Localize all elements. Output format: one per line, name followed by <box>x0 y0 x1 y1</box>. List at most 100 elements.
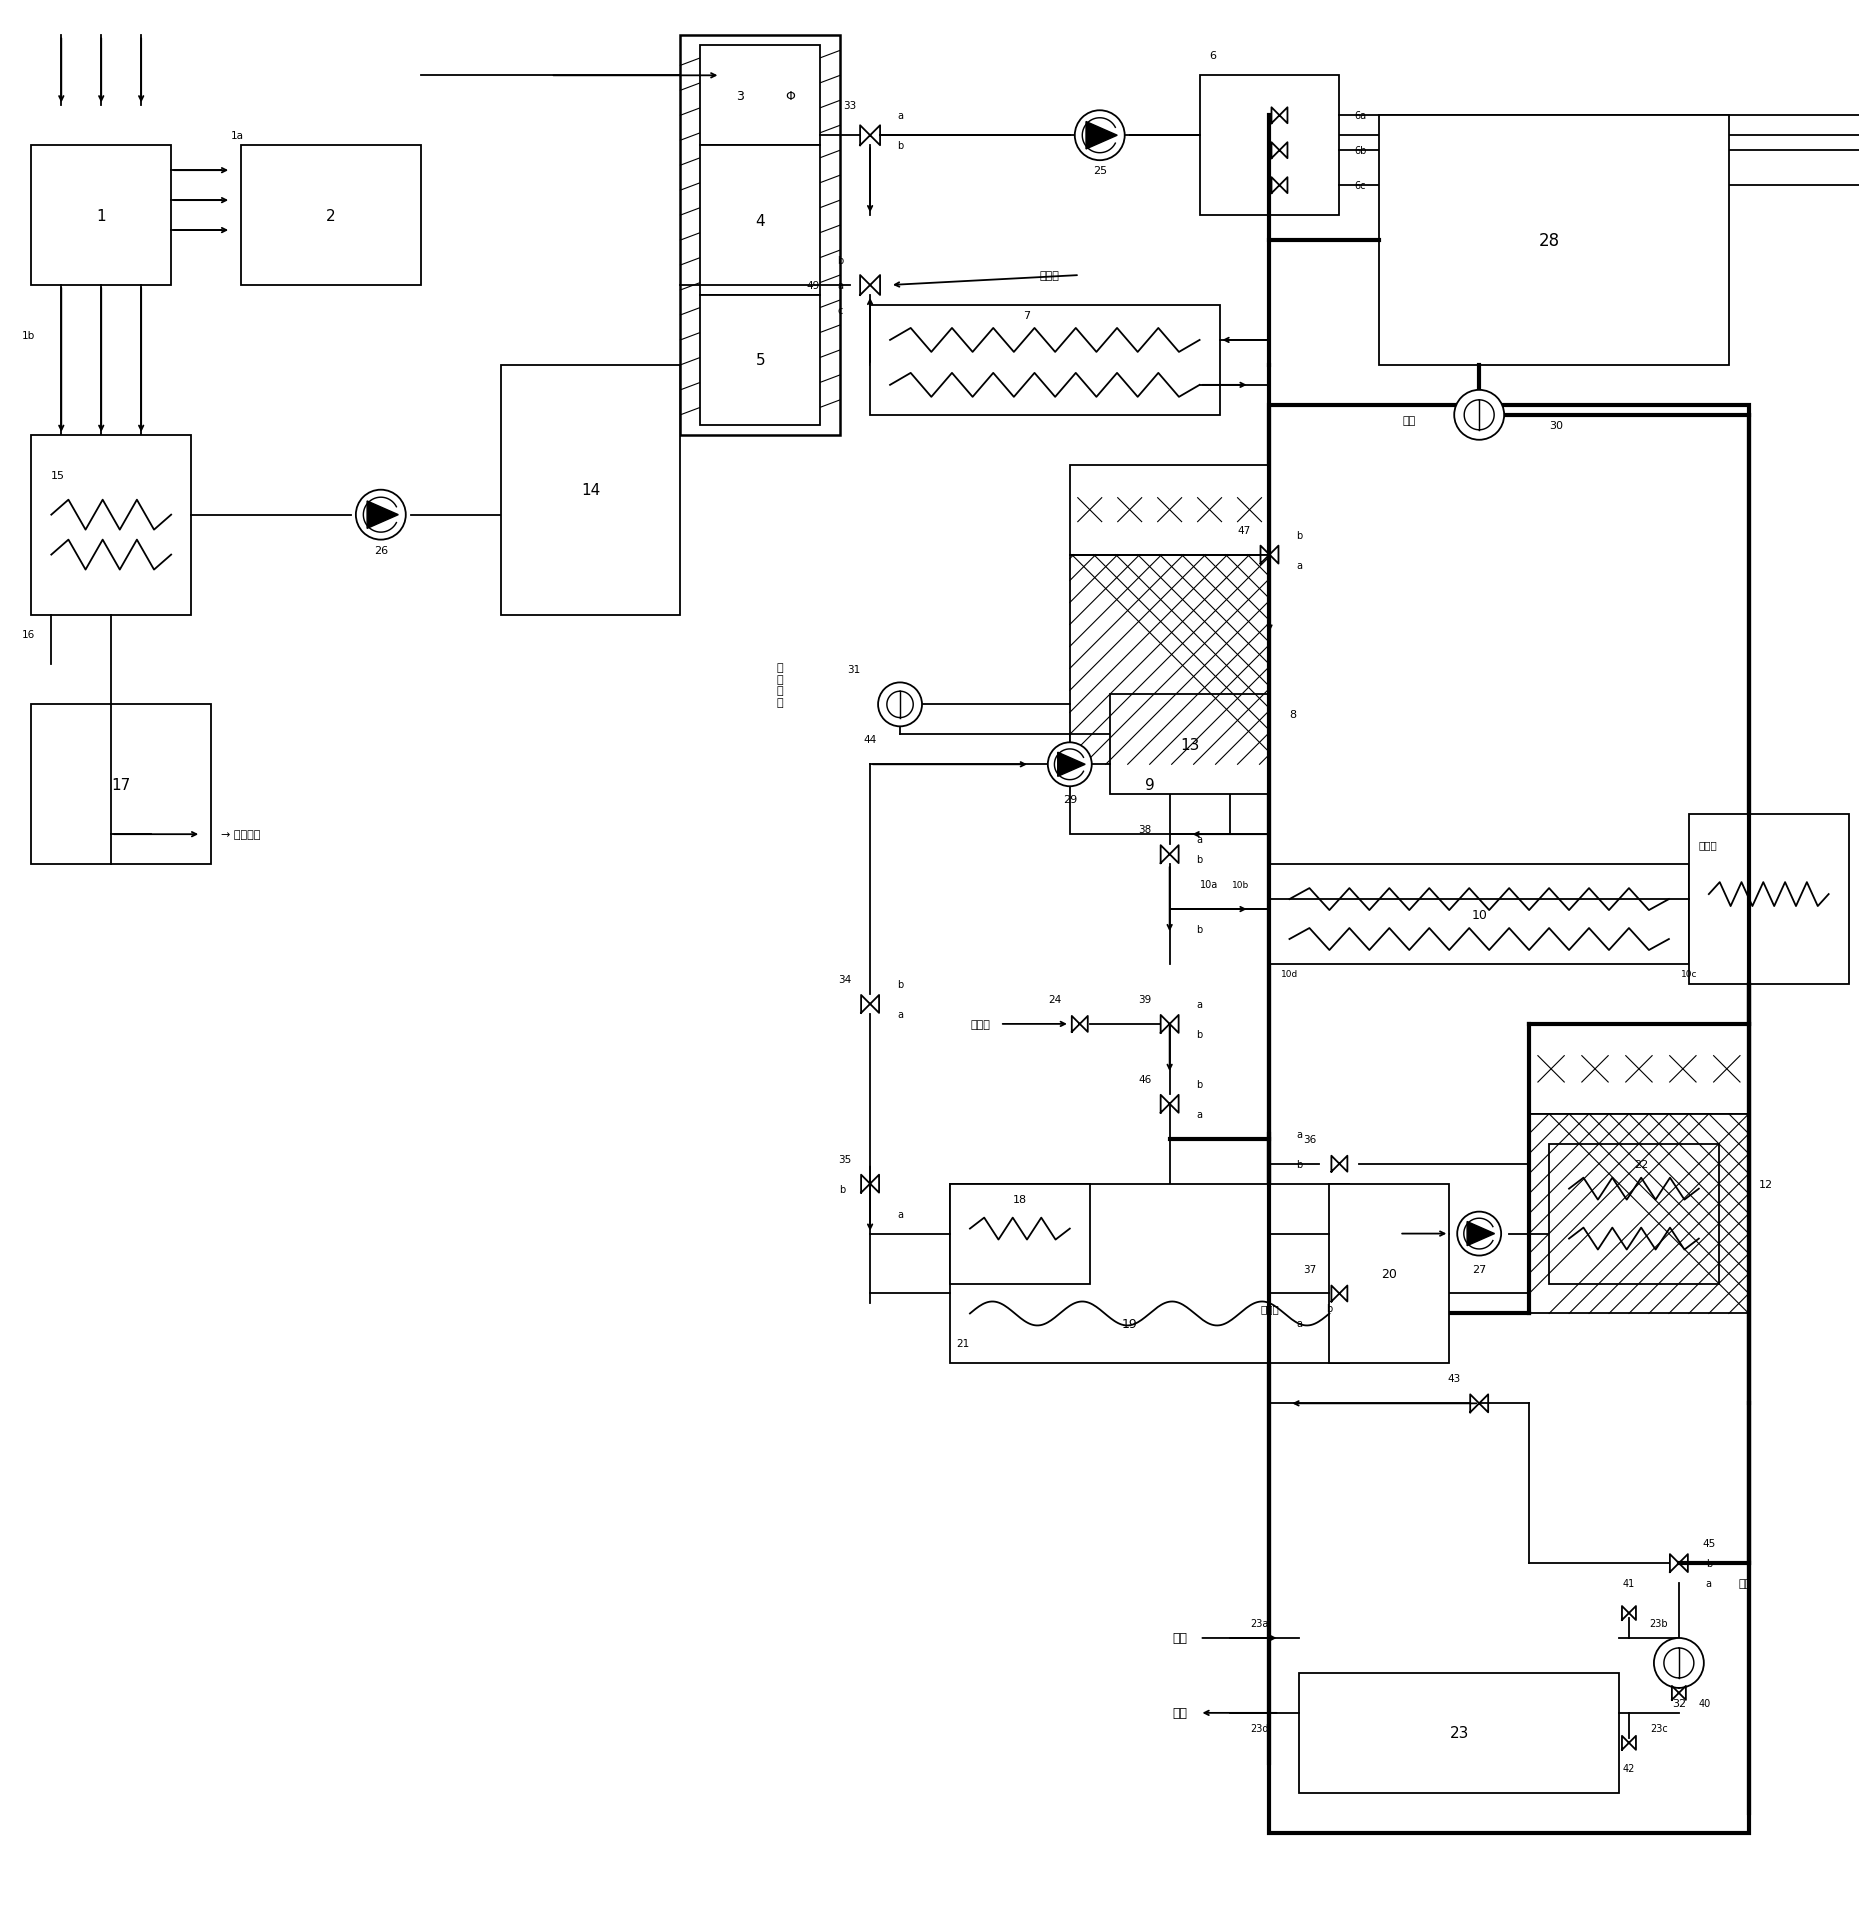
Text: 36: 36 <box>1302 1135 1317 1145</box>
Text: 10a: 10a <box>1200 880 1218 890</box>
Text: 43: 43 <box>1447 1374 1460 1384</box>
Text: 1: 1 <box>97 209 106 224</box>
Text: 19: 19 <box>1122 1317 1138 1330</box>
Text: a: a <box>1296 1129 1302 1139</box>
Bar <box>1330 1185 1449 1363</box>
Text: 38: 38 <box>1138 825 1151 835</box>
Text: a: a <box>897 1210 904 1219</box>
Text: b: b <box>897 980 904 990</box>
Text: 排风: 排风 <box>1172 1707 1187 1719</box>
Text: 1b: 1b <box>20 331 35 341</box>
Text: → 电能输出: → 电能输出 <box>221 831 260 840</box>
Circle shape <box>1047 743 1092 787</box>
Text: 23a: 23a <box>1250 1617 1269 1629</box>
Text: 29: 29 <box>1062 794 1077 804</box>
Text: 补充水: 补充水 <box>1040 272 1060 281</box>
Text: 12: 12 <box>1760 1179 1773 1189</box>
Text: a: a <box>1196 1110 1203 1120</box>
Bar <box>950 1185 1348 1363</box>
Text: 40: 40 <box>1698 1698 1711 1707</box>
Text: 送风: 送风 <box>1739 1579 1752 1589</box>
Text: 42: 42 <box>1622 1763 1635 1772</box>
Text: 15: 15 <box>52 471 65 480</box>
Text: 7: 7 <box>1023 310 1030 322</box>
Bar <box>950 1185 1090 1284</box>
Text: 26: 26 <box>374 545 389 555</box>
Bar <box>32 436 192 614</box>
Text: 冷却水: 冷却水 <box>1698 840 1717 850</box>
Text: 22: 22 <box>1633 1160 1648 1169</box>
Bar <box>242 145 420 285</box>
Bar <box>1270 406 1748 1834</box>
Circle shape <box>1654 1638 1704 1688</box>
Text: 6: 6 <box>1209 52 1216 61</box>
Text: 23c: 23c <box>1650 1723 1668 1732</box>
Text: 49: 49 <box>807 281 820 291</box>
Text: 10: 10 <box>1471 907 1488 921</box>
Text: 9: 9 <box>1144 777 1155 792</box>
Bar <box>1549 1145 1719 1284</box>
Text: 24: 24 <box>1049 995 1062 1005</box>
Text: 23d: 23d <box>1250 1723 1269 1732</box>
Text: 44: 44 <box>863 735 876 745</box>
Bar <box>500 366 681 614</box>
Bar <box>1070 735 1229 835</box>
Text: b: b <box>1196 1079 1203 1089</box>
Text: 33: 33 <box>843 101 857 111</box>
Text: a: a <box>837 281 843 291</box>
Text: 3: 3 <box>737 90 744 103</box>
Text: 21: 21 <box>956 1338 969 1349</box>
Bar <box>1689 815 1849 984</box>
Text: 6b: 6b <box>1354 145 1367 157</box>
Text: 45: 45 <box>1702 1539 1715 1548</box>
Text: 35: 35 <box>839 1154 852 1164</box>
Text: b: b <box>837 256 843 266</box>
Text: 41: 41 <box>1622 1579 1635 1589</box>
Bar <box>701 145 820 297</box>
Text: 10d: 10d <box>1282 970 1298 978</box>
Polygon shape <box>366 501 398 528</box>
Text: b: b <box>1706 1558 1711 1568</box>
Bar <box>1300 1673 1618 1793</box>
Text: 23b: 23b <box>1650 1617 1668 1629</box>
Bar <box>870 306 1220 415</box>
Text: 6c: 6c <box>1354 182 1365 191</box>
Text: a: a <box>1196 835 1203 844</box>
Text: 46: 46 <box>1138 1074 1151 1083</box>
Text: 47: 47 <box>1239 524 1252 536</box>
Polygon shape <box>1058 752 1084 777</box>
Text: 1a: 1a <box>231 132 244 142</box>
Text: b: b <box>839 1185 844 1194</box>
Text: 6a: 6a <box>1354 111 1367 121</box>
Text: 14: 14 <box>580 482 601 498</box>
Text: a: a <box>1296 561 1302 570</box>
Text: a: a <box>1706 1579 1711 1589</box>
Text: 18: 18 <box>1014 1194 1027 1204</box>
Text: 2: 2 <box>326 209 335 224</box>
Text: c: c <box>837 306 843 316</box>
Text: 新风: 新风 <box>1172 1631 1187 1644</box>
Text: b: b <box>1196 856 1203 865</box>
Text: 冷却水: 冷却水 <box>1261 1303 1280 1313</box>
Text: 31: 31 <box>846 664 859 676</box>
Polygon shape <box>1468 1221 1495 1246</box>
Text: 28: 28 <box>1538 232 1561 251</box>
Text: b: b <box>1296 1160 1302 1169</box>
Circle shape <box>1456 1212 1501 1256</box>
Text: a: a <box>897 1009 904 1020</box>
Bar <box>1070 465 1270 555</box>
Circle shape <box>1075 111 1125 161</box>
Text: 补充水: 补充水 <box>971 1020 990 1030</box>
Bar <box>1529 1114 1748 1313</box>
Bar <box>32 704 210 865</box>
Bar <box>1270 865 1689 965</box>
Bar <box>1070 555 1270 766</box>
Text: Φ: Φ <box>785 90 794 103</box>
Text: a: a <box>897 111 904 121</box>
Text: 10b: 10b <box>1233 880 1250 890</box>
Text: b: b <box>1196 924 1203 934</box>
Text: 25: 25 <box>1092 167 1107 176</box>
Text: 16: 16 <box>20 630 35 639</box>
Text: 13: 13 <box>1179 737 1200 752</box>
Text: b: b <box>1196 1030 1203 1039</box>
